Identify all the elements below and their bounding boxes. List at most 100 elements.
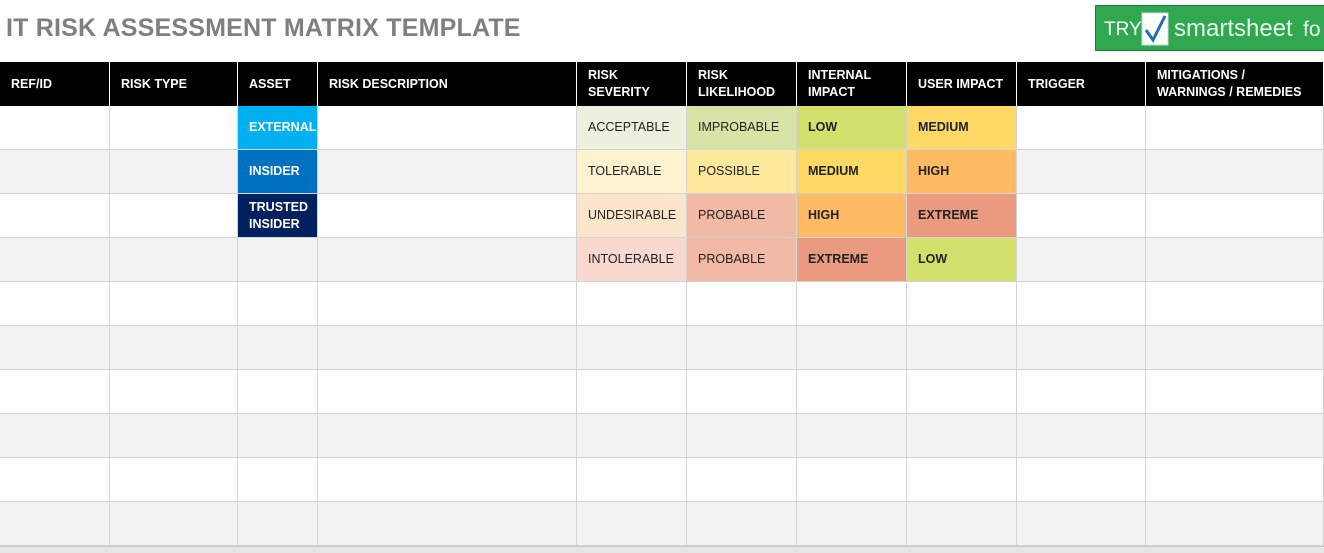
column-header: USER IMPACT <box>907 62 1017 106</box>
column-header: INTERNAL IMPACT <box>797 62 907 106</box>
empty-cell <box>907 414 1017 458</box>
empty-cell <box>0 194 110 238</box>
empty-cell <box>797 458 907 502</box>
likelihood-cell: PROBABLE <box>687 194 797 238</box>
empty-cell <box>238 238 318 282</box>
column-header: TRIGGER <box>1017 62 1146 106</box>
empty-cell <box>238 370 318 414</box>
empty-cell <box>577 414 687 458</box>
empty-cell <box>110 150 238 194</box>
empty-cell <box>687 414 797 458</box>
empty-cell <box>110 238 238 282</box>
empty-cell <box>687 502 797 546</box>
empty-cell <box>1146 414 1324 458</box>
empty-cell <box>0 502 110 546</box>
empty-cell <box>1146 106 1324 150</box>
column-header: RISK TYPE <box>110 62 238 106</box>
empty-cell <box>1146 194 1324 238</box>
empty-cell <box>577 458 687 502</box>
user-cell: EXTREME <box>907 194 1017 238</box>
check-icon <box>1141 12 1169 46</box>
empty-cell <box>1017 414 1146 458</box>
empty-cell <box>577 502 687 546</box>
empty-cell <box>110 414 238 458</box>
column-header: RISK SEVERITY <box>577 62 687 106</box>
empty-cell <box>1017 106 1146 150</box>
severity-cell: TOLERABLE <box>577 150 687 194</box>
empty-cell <box>318 150 577 194</box>
button-brand: smartsheet <box>1174 15 1293 42</box>
empty-cell <box>318 414 577 458</box>
empty-cell <box>687 282 797 326</box>
empty-cell <box>318 458 577 502</box>
empty-cell <box>1017 458 1146 502</box>
column-header: RISK LIKELIHOOD <box>687 62 797 106</box>
empty-cell <box>1017 370 1146 414</box>
empty-cell <box>1017 282 1146 326</box>
empty-cell <box>238 326 318 370</box>
empty-cell <box>318 238 577 282</box>
button-suffix: fo <box>1303 18 1321 41</box>
empty-cell <box>1146 238 1324 282</box>
empty-cell <box>797 326 907 370</box>
empty-cell <box>110 370 238 414</box>
empty-cell <box>110 194 238 238</box>
empty-cell <box>797 414 907 458</box>
sheet-title: IT RISK ASSESSMENT MATRIX TEMPLATE <box>6 14 521 42</box>
severity-cell: ACCEPTABLE <box>577 106 687 150</box>
empty-cell <box>0 106 110 150</box>
empty-cell <box>238 282 318 326</box>
internal-cell: LOW <box>797 106 907 150</box>
empty-cell <box>687 326 797 370</box>
empty-cell <box>110 106 238 150</box>
asset-cell: TRUSTED INSIDER <box>238 194 318 238</box>
empty-cell <box>907 458 1017 502</box>
empty-cell <box>1017 150 1146 194</box>
empty-cell <box>0 458 110 502</box>
likelihood-cell: POSSIBLE <box>687 150 797 194</box>
column-header: RISK DESCRIPTION <box>318 62 577 106</box>
empty-cell <box>1017 502 1146 546</box>
empty-cell <box>1146 282 1324 326</box>
severity-cell: UNDESIRABLE <box>577 194 687 238</box>
empty-cell <box>238 458 318 502</box>
empty-cell <box>318 106 577 150</box>
user-cell: HIGH <box>907 150 1017 194</box>
empty-cell <box>1017 326 1146 370</box>
button-try: TRY <box>1104 19 1142 40</box>
column-header: REF/ID <box>0 62 110 106</box>
empty-cell <box>0 150 110 194</box>
empty-cell <box>577 370 687 414</box>
empty-cell <box>110 502 238 546</box>
empty-cell <box>0 414 110 458</box>
severity-cell: INTOLERABLE <box>577 238 687 282</box>
empty-cell <box>318 326 577 370</box>
column-header: MITIGATIONS / WARNINGS / REMEDIES <box>1146 62 1324 106</box>
internal-cell: HIGH <box>797 194 907 238</box>
empty-cell <box>318 502 577 546</box>
internal-cell: EXTREME <box>797 238 907 282</box>
empty-cell <box>907 282 1017 326</box>
empty-cell <box>238 502 318 546</box>
empty-cell <box>0 282 110 326</box>
sheet-tabs <box>0 546 1324 553</box>
empty-cell <box>1146 150 1324 194</box>
empty-cell <box>238 414 318 458</box>
empty-cell <box>907 370 1017 414</box>
internal-cell: MEDIUM <box>797 150 907 194</box>
empty-cell <box>687 458 797 502</box>
likelihood-cell: PROBABLE <box>687 238 797 282</box>
empty-cell <box>0 326 110 370</box>
empty-cell <box>1146 458 1324 502</box>
empty-cell <box>907 502 1017 546</box>
asset-cell: EXTERNAL <box>238 106 318 150</box>
empty-cell <box>577 282 687 326</box>
empty-cell <box>1017 194 1146 238</box>
try-smartsheet-button[interactable]: TRY smartsheet fo <box>1095 5 1324 51</box>
empty-cell <box>0 370 110 414</box>
empty-cell <box>1146 370 1324 414</box>
empty-cell <box>797 282 907 326</box>
empty-cell <box>318 194 577 238</box>
empty-cell <box>687 370 797 414</box>
empty-cell <box>110 326 238 370</box>
